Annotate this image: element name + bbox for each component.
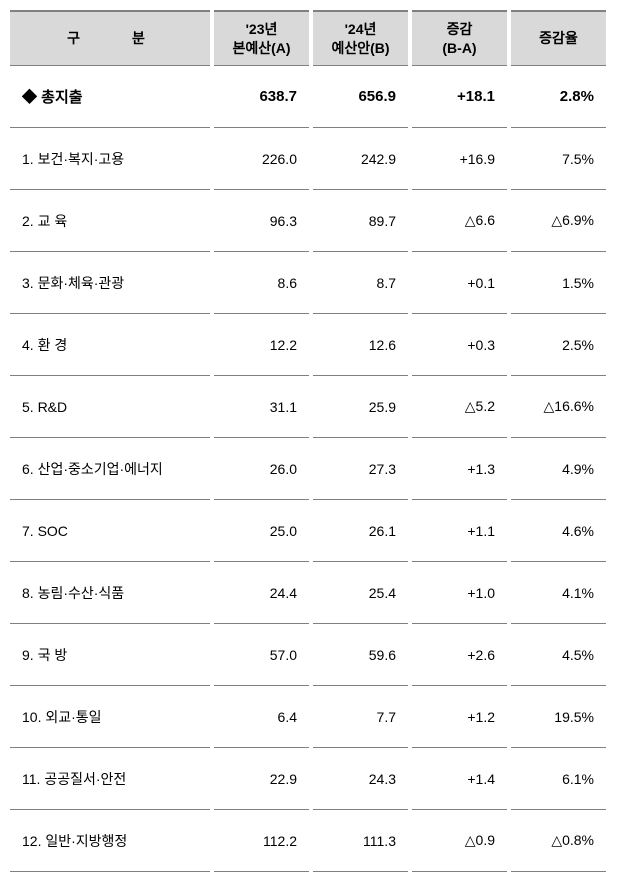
- table-row: △6.6: [412, 190, 507, 252]
- table-row: △0.9: [412, 810, 507, 872]
- table-row: +1.3: [412, 438, 507, 500]
- table-row: 27.3: [313, 438, 408, 500]
- header-category: 구 분: [10, 10, 210, 66]
- table-row: 96.3: [214, 190, 309, 252]
- table-row: 7.5%: [511, 128, 606, 190]
- table-row: 4.6%: [511, 500, 606, 562]
- table-row: 12. 일반·지방행정: [10, 810, 210, 872]
- total-diff: +18.1: [412, 66, 507, 128]
- total-category: ◆ 총지출: [10, 66, 210, 128]
- table-row: 24.3: [313, 748, 408, 810]
- column-category: 구 분 ◆ 총지출 1. 보건·복지·고용 2. 교 육 3. 문화·체육·관광…: [10, 10, 210, 872]
- table-row: 22.9: [214, 748, 309, 810]
- table-row: +16.9: [412, 128, 507, 190]
- table-row: 26.0: [214, 438, 309, 500]
- table-row: 1.5%: [511, 252, 606, 314]
- table-row: 12.6: [313, 314, 408, 376]
- header-budget24: '24년예산안(B): [313, 10, 408, 66]
- total-budget24: 656.9: [313, 66, 408, 128]
- table-row: 26.1: [313, 500, 408, 562]
- table-row: 226.0: [214, 128, 309, 190]
- budget-table: 구 분 ◆ 총지출 1. 보건·복지·고용 2. 교 육 3. 문화·체육·관광…: [10, 10, 611, 872]
- table-row: 111.3: [313, 810, 408, 872]
- column-diff: 증감(B-A) +18.1 +16.9 △6.6 +0.1 +0.3 △5.2 …: [412, 10, 507, 872]
- column-budget23: '23년본예산(A) 638.7 226.0 96.3 8.6 12.2 31.…: [214, 10, 309, 872]
- table-row: 59.6: [313, 624, 408, 686]
- table-row: 6.4: [214, 686, 309, 748]
- column-budget24: '24년예산안(B) 656.9 242.9 89.7 8.7 12.6 25.…: [313, 10, 408, 872]
- table-row: 24.4: [214, 562, 309, 624]
- table-row: 7. SOC: [10, 500, 210, 562]
- table-row: 57.0: [214, 624, 309, 686]
- table-row: 4.9%: [511, 438, 606, 500]
- table-row: △16.6%: [511, 376, 606, 438]
- table-row: 11. 공공질서·안전: [10, 748, 210, 810]
- table-row: 3. 문화·체육·관광: [10, 252, 210, 314]
- column-rate: 증감율 2.8% 7.5% △6.9% 1.5% 2.5% △16.6% 4.9…: [511, 10, 606, 872]
- table-row: 25.4: [313, 562, 408, 624]
- table-row: 2. 교 육: [10, 190, 210, 252]
- table-row: 19.5%: [511, 686, 606, 748]
- table-row: +1.0: [412, 562, 507, 624]
- table-row: 25.9: [313, 376, 408, 438]
- table-row: 12.2: [214, 314, 309, 376]
- table-row: 2.5%: [511, 314, 606, 376]
- table-row: 89.7: [313, 190, 408, 252]
- table-row: △6.9%: [511, 190, 606, 252]
- table-row: 4.5%: [511, 624, 606, 686]
- table-row: 5. R&D: [10, 376, 210, 438]
- header-budget23: '23년본예산(A): [214, 10, 309, 66]
- table-row: 6. 산업·중소기업·에너지: [10, 438, 210, 500]
- table-row: 112.2: [214, 810, 309, 872]
- table-row: +2.6: [412, 624, 507, 686]
- header-diff: 증감(B-A): [412, 10, 507, 66]
- table-row: △0.8%: [511, 810, 606, 872]
- table-row: △5.2: [412, 376, 507, 438]
- table-row: +1.2: [412, 686, 507, 748]
- table-row: 31.1: [214, 376, 309, 438]
- table-row: 8.7: [313, 252, 408, 314]
- table-row: 10. 외교·통일: [10, 686, 210, 748]
- total-rate: 2.8%: [511, 66, 606, 128]
- table-row: 8.6: [214, 252, 309, 314]
- header-rate: 증감율: [511, 10, 606, 66]
- table-row: 242.9: [313, 128, 408, 190]
- table-row: +1.1: [412, 500, 507, 562]
- table-row: 7.7: [313, 686, 408, 748]
- table-row: +0.1: [412, 252, 507, 314]
- table-row: 4.1%: [511, 562, 606, 624]
- table-row: +1.4: [412, 748, 507, 810]
- table-row: 6.1%: [511, 748, 606, 810]
- total-budget23: 638.7: [214, 66, 309, 128]
- table-row: +0.3: [412, 314, 507, 376]
- table-row: 1. 보건·복지·고용: [10, 128, 210, 190]
- table-row: 9. 국 방: [10, 624, 210, 686]
- table-row: 25.0: [214, 500, 309, 562]
- table-row: 4. 환 경: [10, 314, 210, 376]
- table-row: 8. 농림·수산·식품: [10, 562, 210, 624]
